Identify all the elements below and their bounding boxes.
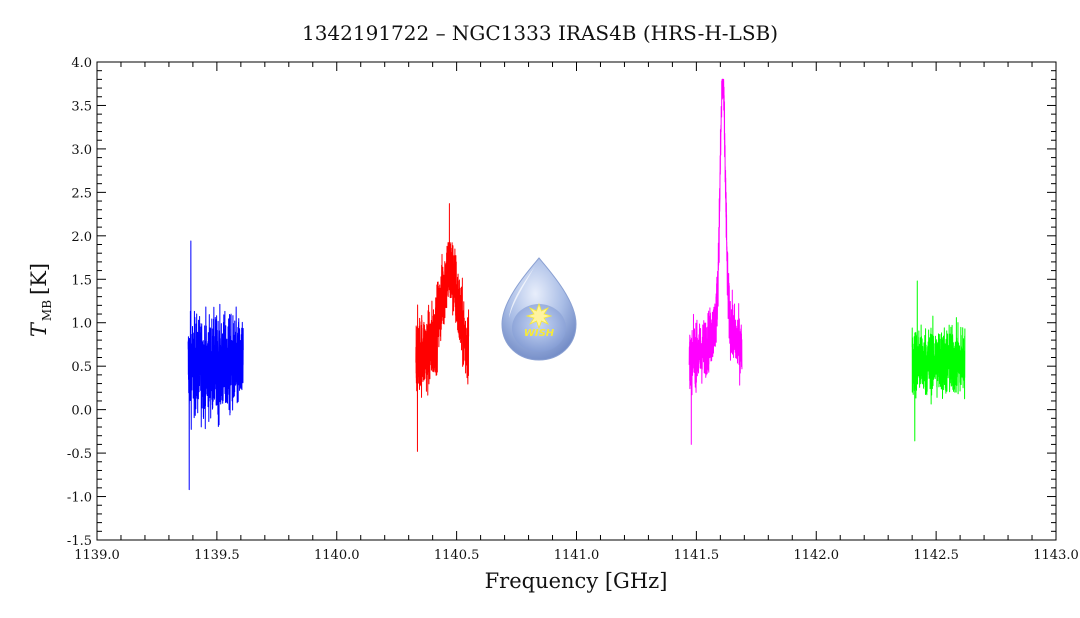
series-layer [188,79,965,489]
spectrum-series-3 [689,79,742,444]
y-tick-label: -0.5 [67,447,92,462]
y-tick-label: -1.5 [67,534,92,549]
x-tick-label: 1139.0 [74,548,120,563]
y-label-main: T [27,321,51,337]
y-tick-label: 4.0 [71,56,92,71]
svg-text:TMB[K]: TMB [K] [27,263,54,337]
y-tick-label: 0.0 [71,404,92,419]
y-tick-label: 3.5 [71,99,92,114]
plot-frame [97,62,1056,540]
y-tick-label: 2.0 [71,230,92,245]
x-tick-label: 1140.0 [314,548,360,563]
x-tick-label: 1140.5 [434,548,480,563]
spectrum-series-2 [416,204,469,452]
x-tick-label: 1142.0 [794,548,840,563]
x-tick-label: 1142.5 [913,548,959,563]
y-tick-label: 3.0 [71,143,92,158]
x-tick-label: 1139.5 [194,548,240,563]
svg-text:Frequency [GHz]: Frequency [GHz] [485,569,668,593]
x-tick-label: 1143.0 [1033,548,1079,563]
x-tick-label: 1141.5 [674,548,720,563]
y-tick-label: 2.5 [71,186,92,201]
y-label-unit: [K] [27,263,51,295]
y-tick-label: -1.0 [67,491,92,506]
y-tick-label: 1.0 [71,317,92,332]
y-label-sub: MB [40,300,54,321]
logo-text: WISH [524,328,555,339]
y-tick-label: 1.5 [71,273,92,288]
y-axis-label: TMB [K] [27,263,54,337]
y-tick-label: 0.5 [71,360,92,375]
spectrum-series-4 [912,281,965,441]
chart-title: 1342191722 – NGC1333 IRAS4B (HRS-H-LSB) [302,21,778,45]
spectrum-series-1 [188,241,243,490]
wish-logo: WISH [502,258,576,360]
x-tick-label: 1141.0 [554,548,600,563]
x-axis-label: Frequency [GHz] [485,569,668,593]
